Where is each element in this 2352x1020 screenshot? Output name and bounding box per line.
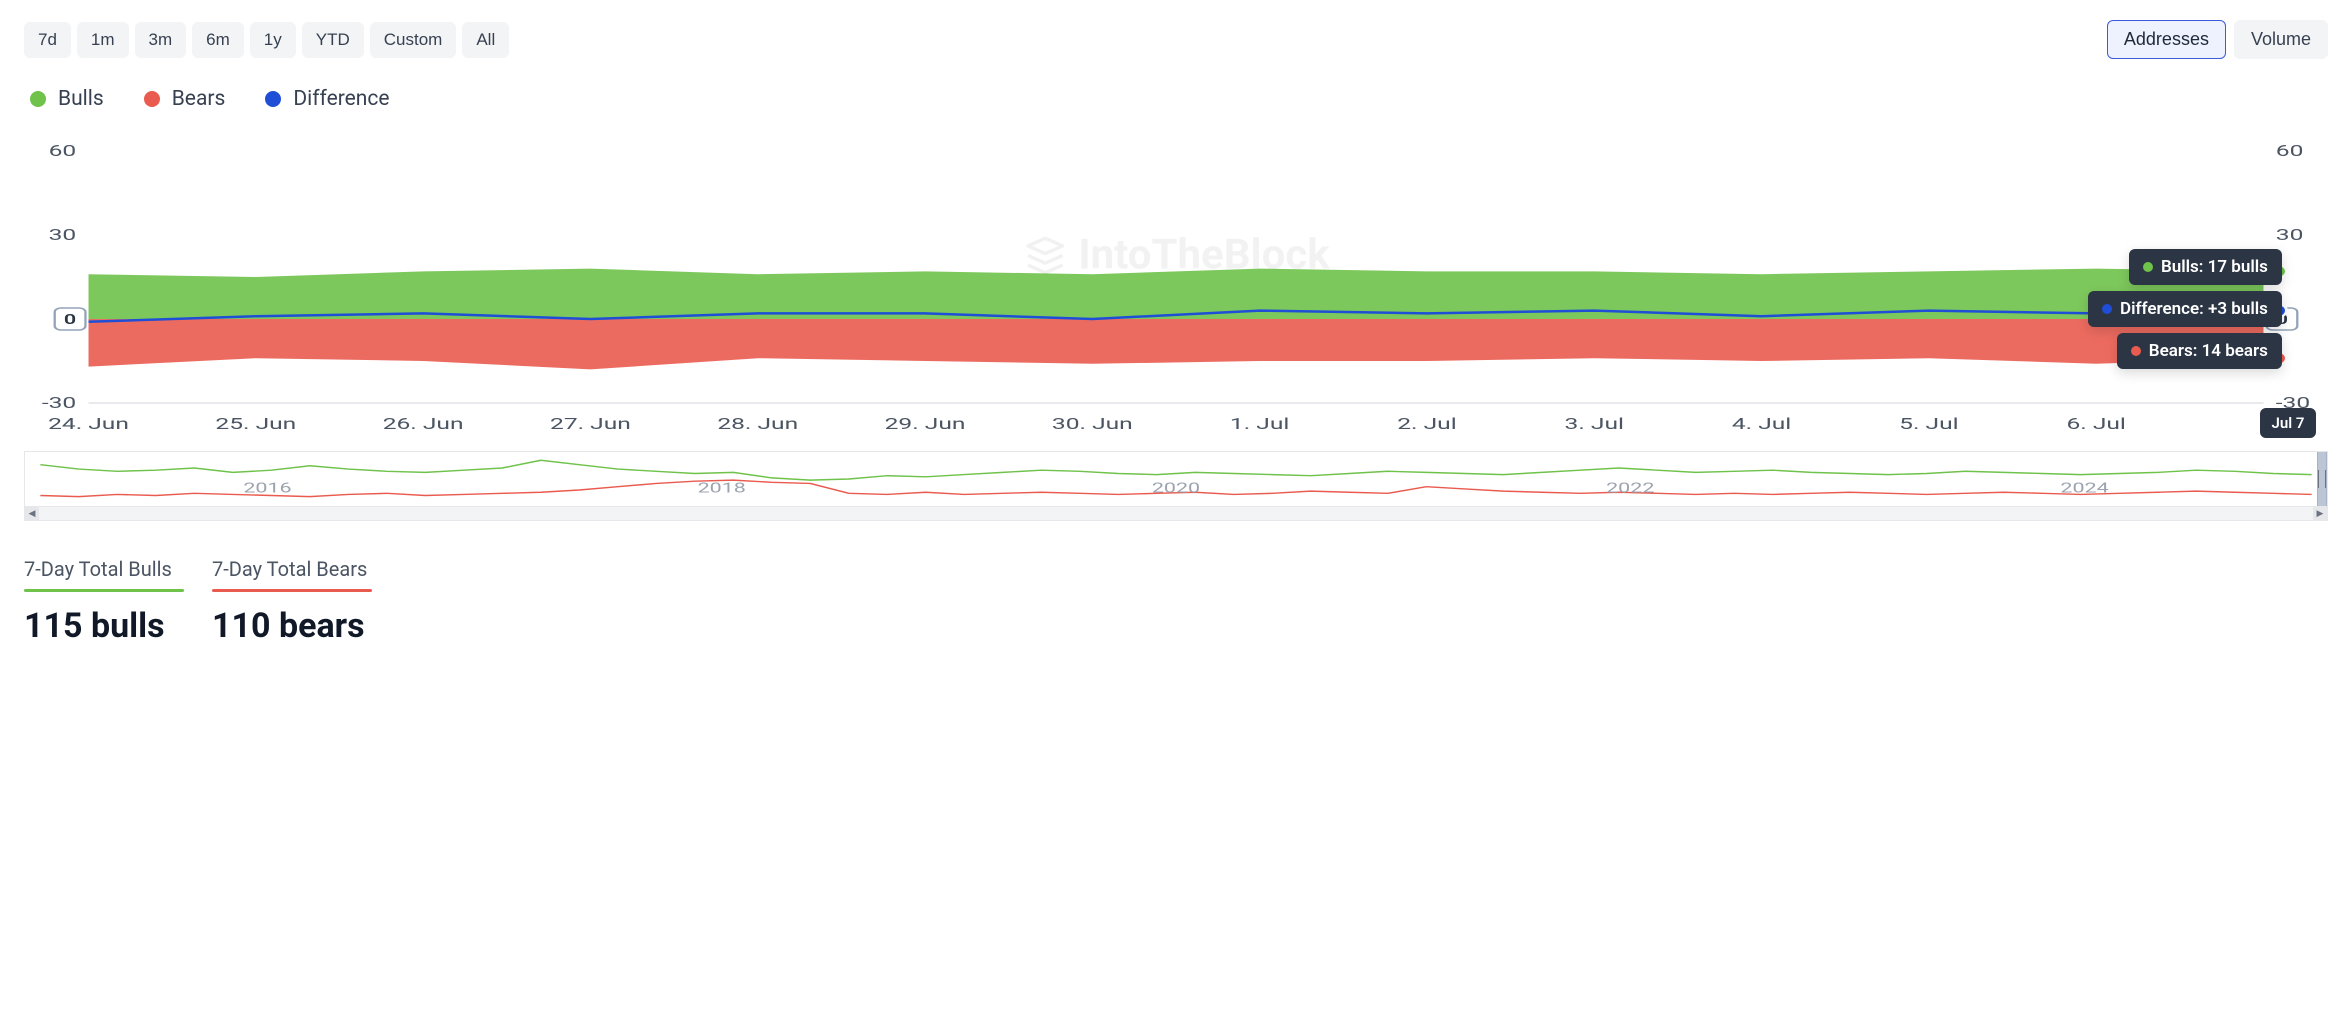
- svg-text:27. Jun: 27. Jun: [550, 415, 631, 434]
- svg-text:5. Jul: 5. Jul: [1899, 415, 1958, 434]
- time-range-group: 7d1m3m6m1yYTDCustomAll: [24, 22, 509, 58]
- total-card: 7-Day Total Bulls 115 bulls: [24, 557, 184, 646]
- svg-text:29. Jun: 29. Jun: [885, 415, 966, 434]
- totals-row: 7-Day Total Bulls 115 bulls 7-Day Total Be…: [24, 557, 2328, 646]
- legend-label: Difference: [293, 87, 389, 111]
- svg-text:0: 0: [64, 312, 76, 328]
- view-toggle-button[interactable]: Addresses: [2107, 20, 2226, 59]
- svg-text:4. Jul: 4. Jul: [1732, 415, 1791, 434]
- svg-text:2018: 2018: [698, 480, 746, 496]
- chart-tooltip: Bulls: 17 bulls: [2129, 249, 2282, 285]
- chart-hover-date: Jul 7: [2260, 408, 2317, 438]
- time-range-button[interactable]: 1m: [77, 22, 129, 58]
- svg-text:2020: 2020: [1152, 480, 1200, 496]
- svg-text:2024: 2024: [2060, 480, 2108, 496]
- time-range-button[interactable]: 7d: [24, 22, 71, 58]
- chart-navigator[interactable]: 2016 2018 2020 2022 2024 ◀ ▶: [24, 451, 2328, 521]
- view-toggle-group: AddressesVolume: [2107, 20, 2328, 59]
- svg-text:60: 60: [49, 142, 77, 161]
- navigator-scrollbar[interactable]: ◀ ▶: [25, 506, 2327, 520]
- chart-legend: Bulls Bears Difference: [24, 87, 2328, 111]
- legend-label: Bears: [172, 87, 226, 111]
- legend-item[interactable]: Difference: [265, 87, 389, 111]
- navigator-handle[interactable]: [2317, 452, 2327, 506]
- navigator-scroll-left-icon[interactable]: ◀: [25, 507, 39, 521]
- svg-text:30. Jun: 30. Jun: [1052, 415, 1133, 434]
- svg-text:2016: 2016: [243, 480, 291, 496]
- total-value: 115 bulls: [24, 606, 184, 646]
- controls-row: 7d1m3m6m1yYTDCustomAll AddressesVolume: [24, 20, 2328, 59]
- chart-tooltip-stack: Bulls: 17 bulls Difference: +3 bulls Bears…: [2088, 249, 2282, 369]
- tooltip-dot-icon: [2143, 262, 2153, 272]
- tooltip-dot-icon: [2102, 304, 2112, 314]
- time-range-button[interactable]: 1y: [250, 22, 296, 58]
- total-title: 7-Day Total Bears: [212, 557, 372, 589]
- time-range-button[interactable]: Custom: [370, 22, 457, 58]
- svg-text:60: 60: [2276, 142, 2304, 161]
- time-range-button[interactable]: All: [462, 22, 509, 58]
- svg-text:-30: -30: [42, 394, 76, 413]
- time-range-button[interactable]: 3m: [135, 22, 187, 58]
- svg-text:28. Jun: 28. Jun: [717, 415, 798, 434]
- view-toggle-button[interactable]: Volume: [2234, 20, 2328, 59]
- chart-tooltip: Bears: 14 bears: [2117, 333, 2282, 369]
- chart-tooltip: Difference: +3 bulls: [2088, 291, 2282, 327]
- legend-dot-icon: [30, 91, 46, 107]
- time-range-button[interactable]: YTD: [302, 22, 364, 58]
- tooltip-text: Difference: +3 bulls: [2120, 299, 2268, 319]
- tooltip-text: Bears: 14 bears: [2149, 341, 2268, 361]
- legend-dot-icon: [144, 91, 160, 107]
- legend-item[interactable]: Bulls: [30, 87, 104, 111]
- tooltip-text: Bulls: 17 bulls: [2161, 257, 2268, 277]
- tooltip-dot-icon: [2131, 346, 2141, 356]
- total-rule: [24, 589, 184, 592]
- main-chart: IntoTheBlock -30-3000303060600024. Jun25…: [24, 141, 2328, 441]
- svg-text:24. Jun: 24. Jun: [48, 415, 129, 434]
- svg-text:1. Jul: 1. Jul: [1230, 415, 1289, 434]
- legend-label: Bulls: [58, 87, 104, 111]
- total-title: 7-Day Total Bulls: [24, 557, 184, 589]
- legend-item[interactable]: Bears: [144, 87, 226, 111]
- svg-text:6. Jul: 6. Jul: [2066, 415, 2125, 434]
- total-card: 7-Day Total Bears 110 bears: [212, 557, 372, 646]
- svg-text:30: 30: [2276, 226, 2304, 245]
- legend-dot-icon: [265, 91, 281, 107]
- svg-text:25. Jun: 25. Jun: [215, 415, 296, 434]
- svg-text:30: 30: [49, 226, 77, 245]
- svg-text:26. Jun: 26. Jun: [383, 415, 464, 434]
- svg-text:3. Jul: 3. Jul: [1565, 415, 1624, 434]
- time-range-button[interactable]: 6m: [192, 22, 244, 58]
- svg-text:2. Jul: 2. Jul: [1397, 415, 1456, 434]
- total-rule: [212, 589, 372, 592]
- svg-text:2022: 2022: [1606, 480, 1654, 496]
- total-value: 110 bears: [212, 606, 372, 646]
- navigator-scroll-right-icon[interactable]: ▶: [2313, 507, 2327, 521]
